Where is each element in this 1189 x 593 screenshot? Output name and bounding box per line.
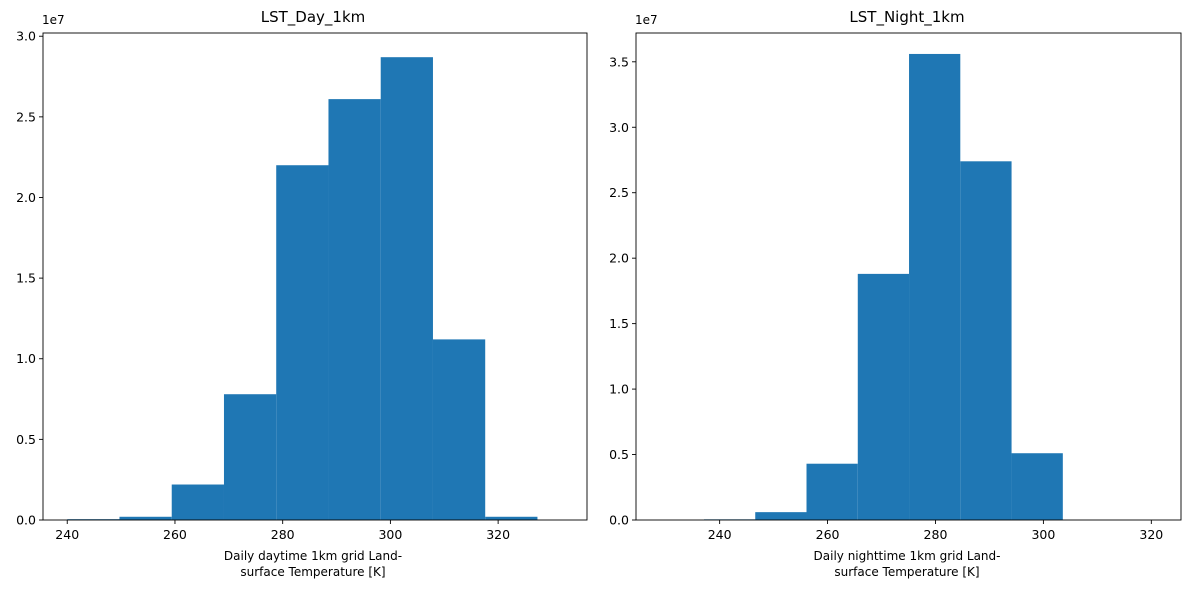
histogram-bar-5 <box>909 53 961 520</box>
y-tick-label: 2.0 <box>16 190 36 205</box>
histogram-bar-4 <box>276 165 329 521</box>
histogram-bar-7 <box>432 339 486 520</box>
y-tick-label: 3.0 <box>16 29 36 44</box>
axes: 240 260 280 300 320 0.0 0.5 1.0 1.5 2.0 2.5 3.0 <box>16 29 588 542</box>
histogram-bars <box>67 57 538 521</box>
y-offset-label: 1e7 <box>42 13 65 27</box>
x-tick-label: 240 <box>708 527 732 542</box>
histogram-bar-6 <box>380 57 433 520</box>
y-tick-label: 2.5 <box>609 185 629 200</box>
x-tick-label: 300 <box>378 527 402 542</box>
axes-frame <box>635 32 1182 521</box>
histogram-bar-3 <box>806 463 858 520</box>
x-axis-label-line-1: Daily daytime 1km grid Land- <box>224 549 402 563</box>
y-tick-label: 1.5 <box>16 271 36 286</box>
histogram-bar-1 <box>119 516 172 520</box>
histogram-bar-6 <box>960 161 1012 521</box>
x-tick-label: 260 <box>163 527 187 542</box>
y-tick-label: 1.0 <box>16 351 36 366</box>
chart-title: LST_Day_1km <box>261 8 366 27</box>
y-tick-label: 3.0 <box>609 120 629 135</box>
x-tick-label: 280 <box>924 527 948 542</box>
axes: 240 260 280 300 320 0.0 0.5 1.0 1.5 2.0 2.5 3.0 3.5 <box>609 32 1182 542</box>
x-tick-label: 320 <box>486 527 510 542</box>
y-tick-label: 2.5 <box>16 109 36 124</box>
chart-panel-night: LST_Night_1km 1e7 Daily nighttime 1km gr… <box>609 8 1182 579</box>
chart-panel-day: LST_Day_1km 1e7 Daily daytime 1km grid L… <box>16 8 588 579</box>
x-tick-label: 320 <box>1139 527 1163 542</box>
histogram-bar-5 <box>328 99 381 521</box>
x-axis-label-line-1: Daily nighttime 1km grid Land- <box>814 549 1001 563</box>
x-tick-label: 260 <box>816 527 840 542</box>
histogram-bar-8 <box>485 516 538 520</box>
axes-frame <box>42 32 588 521</box>
histogram-bar-2 <box>171 484 224 520</box>
x-axis-label-line-2: surface Temperature [K] <box>240 565 385 579</box>
y-tick-label: 0.0 <box>16 513 36 528</box>
histogram-bar-3 <box>223 394 277 520</box>
x-tick-label: 240 <box>55 527 79 542</box>
y-offset-label: 1e7 <box>635 13 658 27</box>
histogram-bars <box>703 53 1063 521</box>
x-tick-label: 300 <box>1031 527 1055 542</box>
histogram-bar-7 <box>1011 453 1063 520</box>
y-tick-label: 0.5 <box>16 432 36 447</box>
y-tick-label: 1.0 <box>609 382 629 397</box>
y-tick-label: 2.0 <box>609 251 629 266</box>
y-tick-label: 0.0 <box>609 513 629 528</box>
x-axis-label-line-2: surface Temperature [K] <box>834 565 979 579</box>
histogram-bar-4 <box>857 273 910 520</box>
y-tick-label: 3.5 <box>609 54 629 69</box>
x-tick-label: 280 <box>271 527 295 542</box>
y-tick-label: 1.5 <box>609 316 629 331</box>
y-tick-label: 0.5 <box>609 447 629 462</box>
chart-title: LST_Night_1km <box>849 8 964 27</box>
histogram-bar-2 <box>755 512 807 520</box>
